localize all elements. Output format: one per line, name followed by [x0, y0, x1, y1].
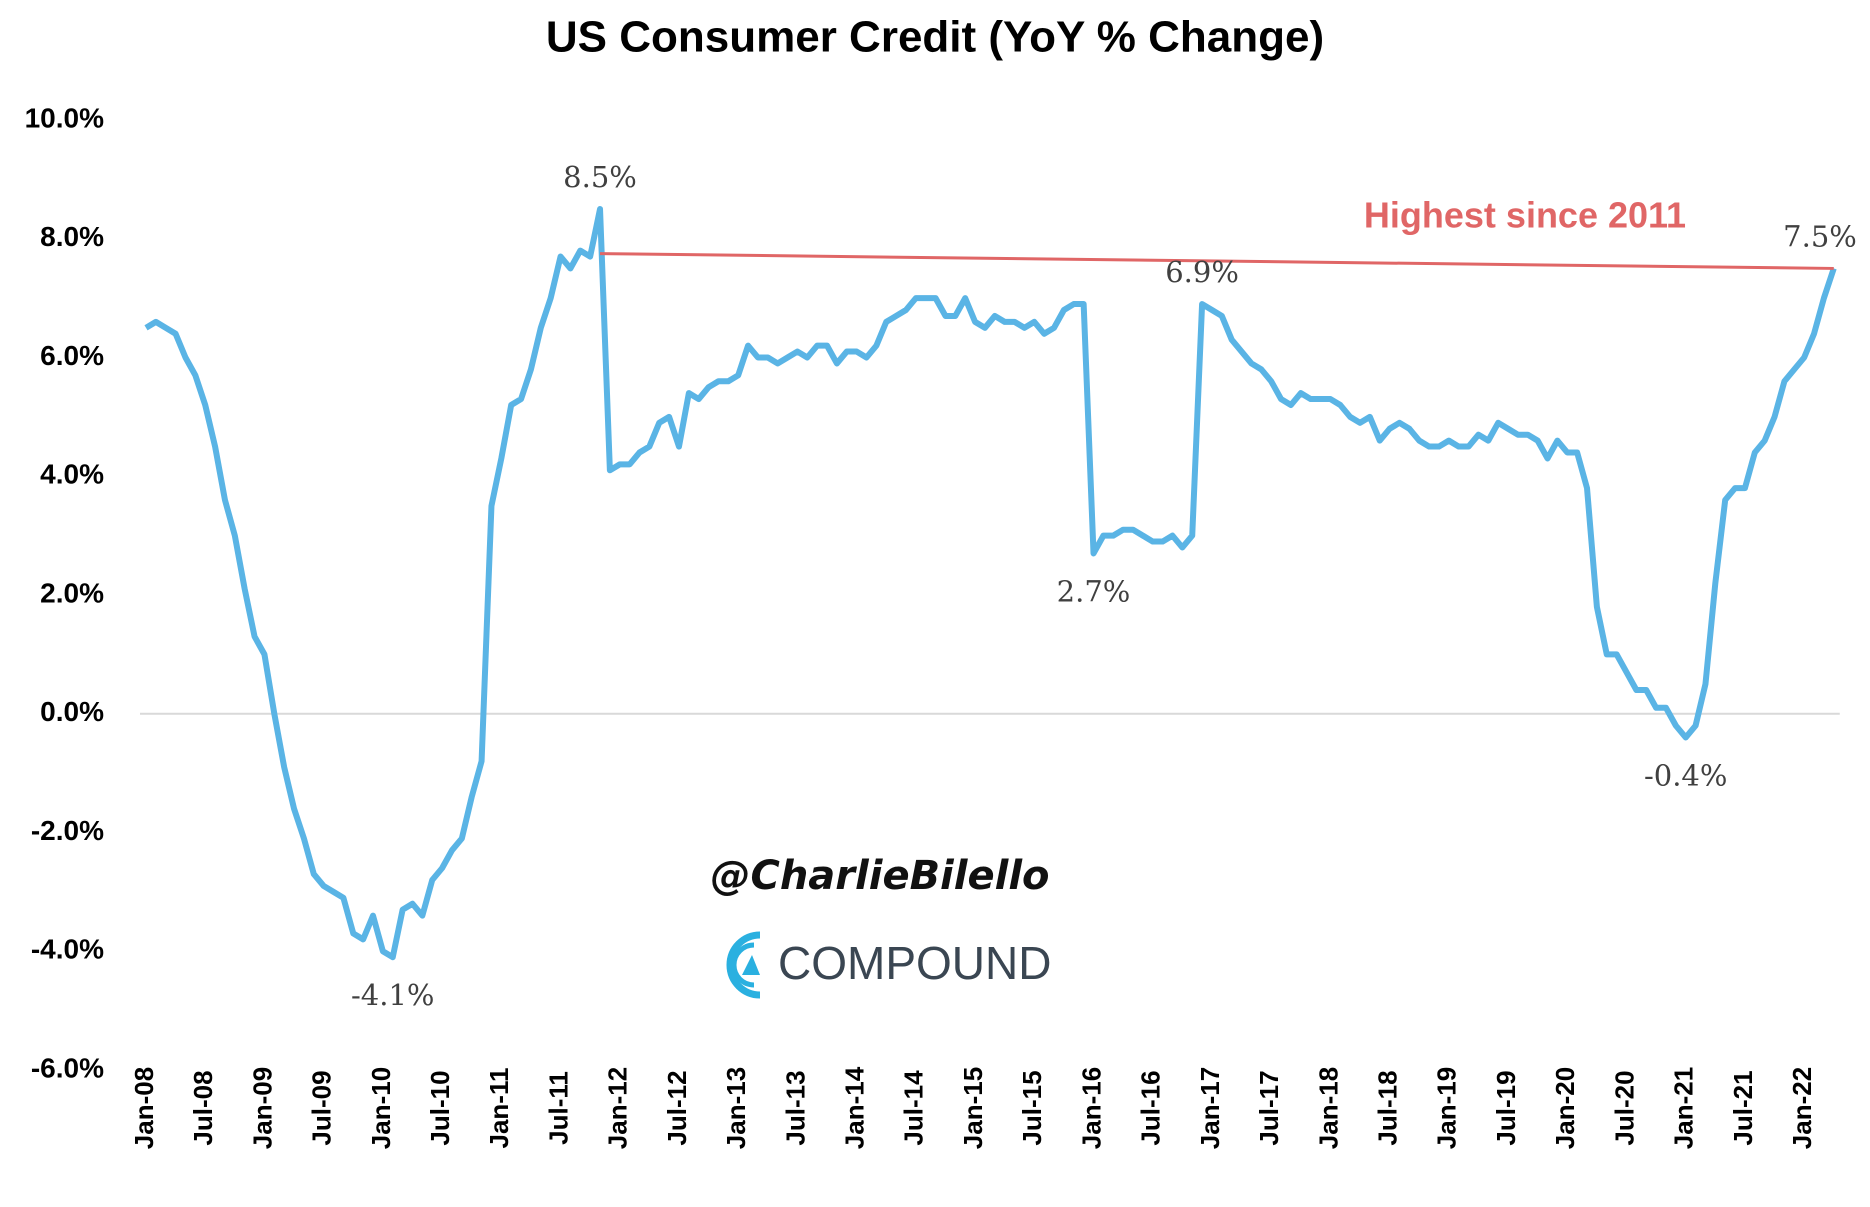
point-label: -0.4%: [1644, 759, 1727, 793]
y-tick-label: -6.0%: [31, 1052, 104, 1083]
x-tick-label: Jul-15: [1017, 1070, 1047, 1145]
point-label: -4.1%: [351, 978, 434, 1012]
compound-logo: [726, 931, 761, 999]
reference-line: [600, 252, 1834, 270]
x-tick-label: Jul-14: [899, 1070, 929, 1146]
x-tick-label: Jul-10: [425, 1070, 455, 1145]
chart-title: US Consumer Credit (YoY % Change): [546, 13, 1324, 62]
x-tick-label: Jan-09: [247, 1067, 277, 1149]
x-tick-label: Jul-17: [1254, 1070, 1284, 1145]
x-tick-label: Jan-15: [958, 1067, 988, 1149]
x-tick-label: Jan-13: [721, 1067, 751, 1149]
y-tick-label: 6.0%: [40, 340, 104, 371]
point-label: 6.9%: [1165, 255, 1239, 289]
x-tick-label: Jan-08: [129, 1067, 159, 1149]
y-tick-label: 0.0%: [40, 696, 104, 727]
x-tick-label: Jul-13: [780, 1070, 810, 1145]
y-tick-label: 2.0%: [40, 577, 104, 608]
data-line: [144, 206, 1837, 961]
x-tick-label: Jul-08: [188, 1070, 218, 1145]
x-tick-label: Jan-11: [484, 1068, 514, 1149]
y-tick-label: -2.0%: [31, 815, 104, 846]
x-tick-label: Jul-16: [1136, 1070, 1166, 1145]
watermark-brand: COMPOUND: [778, 937, 1051, 989]
point-label: 8.5%: [563, 160, 637, 194]
x-tick-label: Jul-09: [307, 1070, 337, 1145]
reference-label: Highest since 2011: [1364, 195, 1686, 236]
x-tick-label: Jan-14: [840, 1066, 870, 1149]
x-tick-label: Jul-19: [1491, 1070, 1521, 1145]
x-tick-label: Jan-20: [1550, 1067, 1580, 1149]
point-label: 7.5%: [1783, 219, 1857, 253]
x-tick-label: Jan-21: [1669, 1067, 1699, 1149]
x-tick-label: Jul-18: [1372, 1070, 1402, 1145]
x-tick-label: Jan-12: [603, 1067, 633, 1149]
y-tick-label: 8.0%: [40, 221, 104, 252]
watermark-handle: @CharlieBilello: [710, 853, 1049, 899]
y-tick-label: 10.0%: [25, 102, 104, 133]
x-tick-label: Jul-11: [543, 1071, 573, 1145]
x-tick-label: Jul-20: [1609, 1070, 1639, 1145]
y-tick-label: -4.0%: [31, 934, 104, 965]
x-tick-label: Jan-22: [1787, 1067, 1817, 1149]
x-tick-label: Jan-16: [1076, 1067, 1106, 1149]
x-tick-label: Jan-17: [1195, 1067, 1225, 1149]
x-tick-label: Jul-12: [662, 1070, 692, 1145]
x-tick-label: Jan-18: [1313, 1067, 1343, 1149]
point-label: 2.7%: [1057, 574, 1131, 608]
x-tick-label: Jan-19: [1432, 1067, 1462, 1149]
y-tick-label: 4.0%: [40, 459, 104, 490]
x-tick-label: Jul-21: [1728, 1070, 1758, 1145]
x-tick-label: Jan-10: [366, 1067, 396, 1149]
